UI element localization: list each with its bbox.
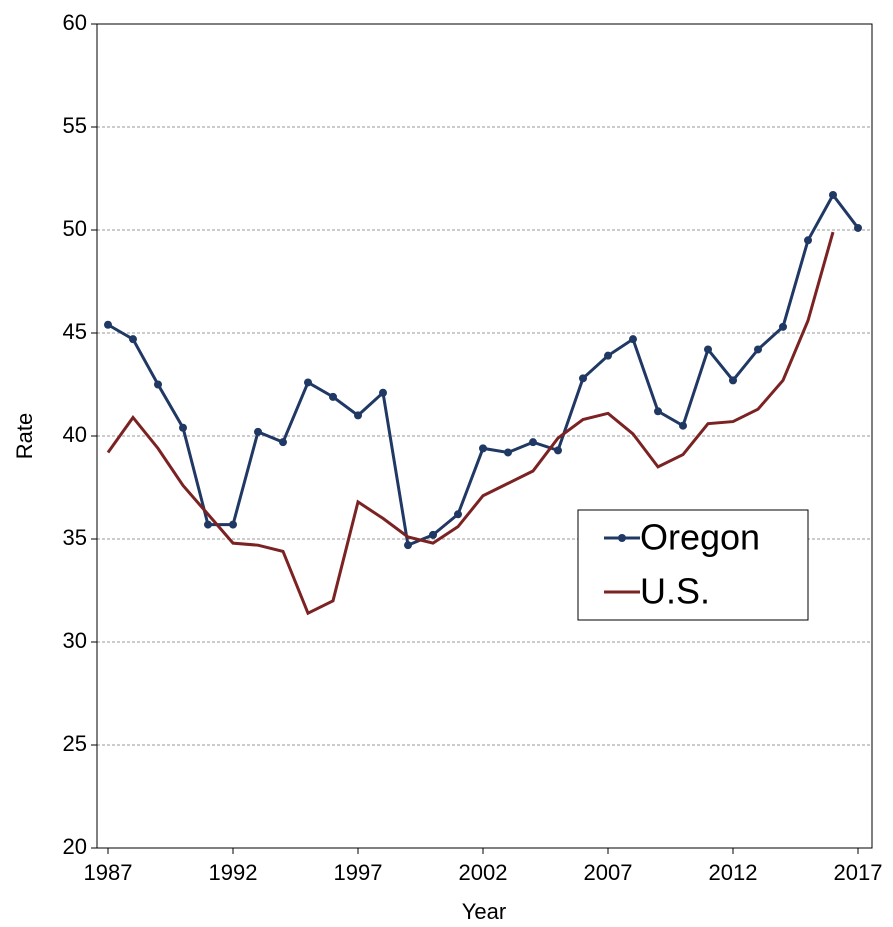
marker <box>229 520 237 529</box>
y-tick-label: 50 <box>63 216 87 241</box>
marker <box>504 448 512 457</box>
marker <box>454 510 462 519</box>
marker <box>404 541 412 550</box>
y-tick-label: 45 <box>63 319 87 344</box>
marker <box>629 335 637 344</box>
marker <box>679 421 687 430</box>
y-axis-label: Rate <box>12 413 37 459</box>
marker <box>604 351 612 360</box>
marker <box>479 444 487 453</box>
marker <box>104 320 112 329</box>
y-tick-label: 25 <box>63 731 87 756</box>
y-tick-label: 60 <box>63 10 87 35</box>
marker <box>154 380 162 389</box>
x-tick-label: 1997 <box>334 860 383 885</box>
plot-frame <box>96 23 873 849</box>
marker <box>554 446 562 455</box>
marker <box>204 520 212 529</box>
marker <box>804 236 812 245</box>
y-tick-label: 30 <box>63 628 87 653</box>
marker <box>379 388 387 397</box>
x-tick-label: 2012 <box>709 860 758 885</box>
marker <box>329 392 337 401</box>
marker <box>279 438 287 447</box>
marker <box>729 376 737 385</box>
marker <box>579 374 587 383</box>
x-tick-label: 2007 <box>584 860 633 885</box>
series-line <box>106 231 835 616</box>
marker <box>179 423 187 432</box>
marker <box>354 411 362 420</box>
y-tick-label: 35 <box>63 525 87 550</box>
x-axis-label: Year <box>462 899 506 924</box>
marker <box>754 345 762 354</box>
marker <box>429 530 437 539</box>
x-tick-label: 2002 <box>459 860 508 885</box>
y-tick-label: 20 <box>63 834 87 859</box>
legend-marker <box>618 534 626 542</box>
y-tick-label: 55 <box>63 113 87 138</box>
legend-box <box>577 509 809 621</box>
y-tick-label: 40 <box>63 422 87 447</box>
legend-label: U.S. <box>640 571 710 612</box>
x-tick-label: 1992 <box>209 860 258 885</box>
marker <box>129 335 137 344</box>
legend-label: Oregon <box>640 517 760 558</box>
marker <box>854 223 862 232</box>
series-line <box>107 192 860 548</box>
x-tick-label: 2017 <box>834 860 883 885</box>
marker <box>829 190 837 199</box>
x-tick-label: 1987 <box>84 860 133 885</box>
marker <box>779 322 787 331</box>
marker <box>254 427 262 436</box>
marker <box>654 407 662 416</box>
marker <box>704 345 712 354</box>
marker <box>529 438 537 447</box>
marker <box>304 378 312 387</box>
